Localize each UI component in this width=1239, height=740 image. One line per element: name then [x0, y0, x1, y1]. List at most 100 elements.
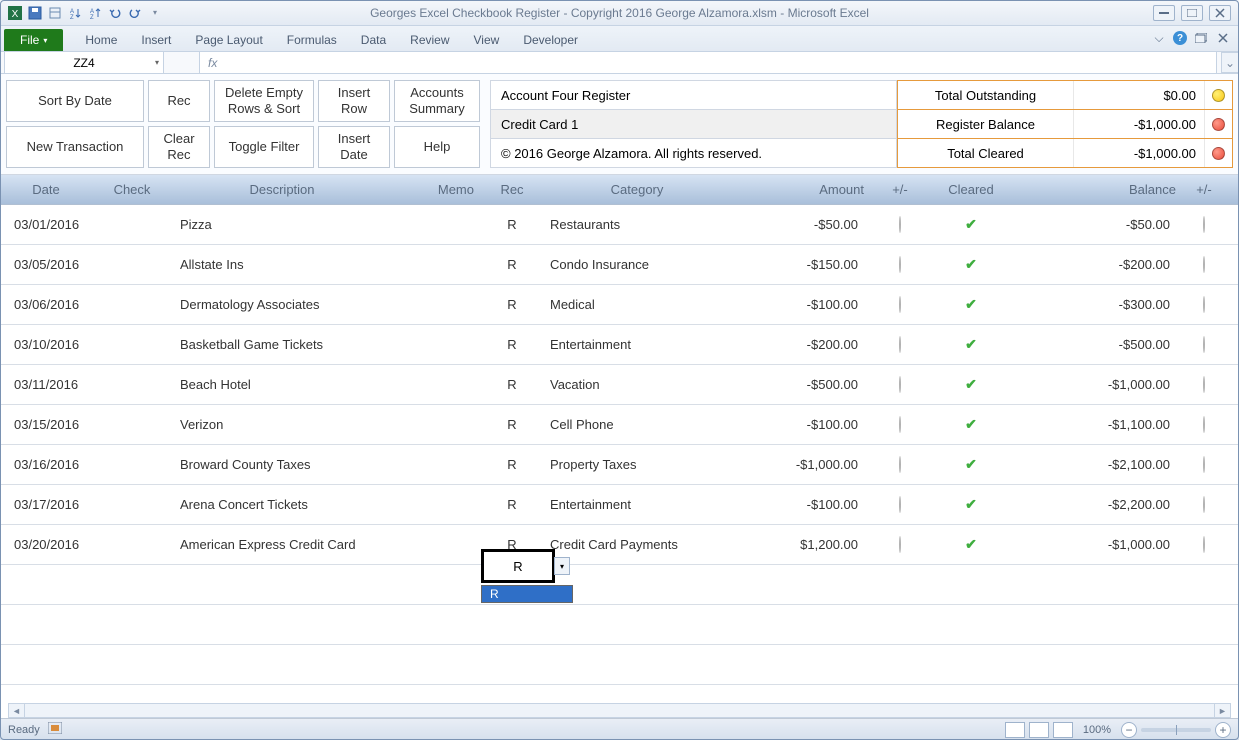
cell-balance[interactable]: -$50.00	[1014, 217, 1184, 232]
cell-rec[interactable]: R	[482, 217, 542, 232]
cell-date[interactable]: 03/16/2016	[0, 457, 92, 472]
doc-close-icon[interactable]	[1215, 30, 1231, 46]
empty-row[interactable]	[0, 605, 1239, 645]
cell-amount[interactable]: -$50.00	[732, 217, 872, 232]
col-check[interactable]: Check	[92, 182, 172, 197]
cell-cleared[interactable]: ✔	[928, 536, 1014, 553]
expand-formula-icon[interactable]: ⌄	[1221, 52, 1239, 73]
cell-category[interactable]: Cell Phone	[542, 417, 732, 432]
ribbon-tab-developer[interactable]: Developer	[511, 29, 590, 51]
cell-pm2[interactable]	[1184, 217, 1224, 232]
zoom-in-button[interactable]: +	[1215, 722, 1231, 738]
cell-description[interactable]: Basketball Game Tickets	[172, 337, 392, 352]
cell-amount[interactable]: -$1,000.00	[732, 457, 872, 472]
close-button[interactable]	[1209, 5, 1231, 21]
cell-balance[interactable]: -$1,000.00	[1014, 537, 1184, 552]
col-category[interactable]: Category	[542, 182, 732, 197]
cell-date[interactable]: 03/20/2016	[0, 537, 92, 552]
cell-pm[interactable]	[872, 217, 928, 232]
cell-category[interactable]: Property Taxes	[542, 457, 732, 472]
cell-amount[interactable]: -$100.00	[732, 297, 872, 312]
horizontal-scrollbar[interactable]: ◄ ►	[8, 703, 1231, 718]
col-plusminus-2[interactable]: +/-	[1184, 182, 1224, 197]
ribbon-tab-page-layout[interactable]: Page Layout	[183, 29, 274, 51]
cell-pm2[interactable]	[1184, 257, 1224, 272]
cell-cleared[interactable]: ✔	[928, 296, 1014, 313]
chevron-down-icon[interactable]: ▾	[155, 58, 159, 67]
cell-category[interactable]: Condo Insurance	[542, 257, 732, 272]
cell-cleared[interactable]: ✔	[928, 336, 1014, 353]
cell-cleared[interactable]: ✔	[928, 376, 1014, 393]
ribbon-tab-data[interactable]: Data	[349, 29, 398, 51]
cell-rec[interactable]: R	[482, 497, 542, 512]
excel-icon[interactable]: X	[6, 4, 24, 22]
cell-rec[interactable]: R	[482, 457, 542, 472]
cell-category[interactable]: Vacation	[542, 377, 732, 392]
cell-balance[interactable]: -$2,100.00	[1014, 457, 1184, 472]
cell-date[interactable]: 03/05/2016	[0, 257, 92, 272]
cell-cleared[interactable]: ✔	[928, 496, 1014, 513]
dropdown-handle-icon[interactable]: ▾	[554, 557, 570, 575]
rec-button[interactable]: Rec	[148, 80, 210, 122]
cell-amount[interactable]: -$150.00	[732, 257, 872, 272]
minimize-button[interactable]	[1153, 5, 1175, 21]
cell-date[interactable]: 03/17/2016	[0, 497, 92, 512]
cell-pm[interactable]	[872, 297, 928, 312]
table-row[interactable]: 03/01/2016PizzaRRestaurants-$50.00✔-$50.…	[0, 205, 1239, 245]
undo-icon[interactable]	[106, 4, 124, 22]
ribbon-tab-formulas[interactable]: Formulas	[275, 29, 349, 51]
active-cell[interactable]: R ▾	[481, 549, 555, 583]
cell-category[interactable]: Medical	[542, 297, 732, 312]
cell-pm2[interactable]	[1184, 497, 1224, 512]
cell-date[interactable]: 03/11/2016	[0, 377, 92, 392]
rec-dropdown[interactable]: R	[481, 585, 573, 603]
cell-rec[interactable]: R	[482, 417, 542, 432]
cell-pm[interactable]	[872, 257, 928, 272]
scroll-right-icon[interactable]: ►	[1214, 704, 1230, 717]
col-rec[interactable]: Rec	[482, 182, 542, 197]
table-row[interactable]: 03/16/2016Broward County TaxesRProperty …	[0, 445, 1239, 485]
col-cleared[interactable]: Cleared	[928, 182, 1014, 197]
cell-amount[interactable]: -$100.00	[732, 497, 872, 512]
page-layout-view-icon[interactable]	[1029, 722, 1049, 738]
col-date[interactable]: Date	[0, 182, 92, 197]
accounts-summary-button[interactable]: AccountsSummary	[394, 80, 480, 122]
ribbon-tab-insert[interactable]: Insert	[129, 29, 183, 51]
doc-restore-icon[interactable]	[1193, 30, 1209, 46]
sort-by-date-button[interactable]: Sort By Date	[6, 80, 144, 122]
minimize-ribbon-icon[interactable]: ⌵	[1151, 30, 1167, 46]
ribbon-tab-review[interactable]: Review	[398, 29, 461, 51]
table-row[interactable]: 03/15/2016VerizonRCell Phone-$100.00✔-$1…	[0, 405, 1239, 445]
cell-pm[interactable]	[872, 457, 928, 472]
cell-description[interactable]: Arena Concert Tickets	[172, 497, 392, 512]
fx-label[interactable]: fx	[208, 56, 217, 70]
cell-date[interactable]: 03/01/2016	[0, 217, 92, 232]
sort-desc-icon[interactable]: AZ	[86, 4, 104, 22]
qat-icon-1[interactable]	[46, 4, 64, 22]
cell-balance[interactable]: -$500.00	[1014, 337, 1184, 352]
cell-balance[interactable]: -$2,200.00	[1014, 497, 1184, 512]
cell-rec[interactable]: R	[482, 297, 542, 312]
cell-description[interactable]: Dermatology Associates	[172, 297, 392, 312]
cell-description[interactable]: Pizza	[172, 217, 392, 232]
normal-view-icon[interactable]	[1005, 722, 1025, 738]
cell-rec[interactable]: R	[482, 337, 542, 352]
empty-row[interactable]	[0, 565, 1239, 605]
cell-balance[interactable]: -$300.00	[1014, 297, 1184, 312]
file-tab[interactable]: File▾	[4, 29, 63, 51]
cell-balance[interactable]: -$200.00	[1014, 257, 1184, 272]
cell-pm[interactable]	[872, 417, 928, 432]
empty-row[interactable]	[0, 645, 1239, 685]
help-button[interactable]: Help	[394, 126, 480, 168]
col-memo[interactable]: Memo	[392, 182, 482, 197]
cell-amount[interactable]: -$100.00	[732, 417, 872, 432]
table-row[interactable]: 03/05/2016Allstate InsRCondo Insurance-$…	[0, 245, 1239, 285]
cell-amount[interactable]: -$200.00	[732, 337, 872, 352]
cell-cleared[interactable]: ✔	[928, 216, 1014, 233]
ribbon-tab-view[interactable]: View	[462, 29, 512, 51]
cell-balance[interactable]: -$1,000.00	[1014, 377, 1184, 392]
cell-pm[interactable]	[872, 377, 928, 392]
cell-pm[interactable]	[872, 497, 928, 512]
scroll-track[interactable]	[25, 704, 1214, 717]
cell-date[interactable]: 03/06/2016	[0, 297, 92, 312]
